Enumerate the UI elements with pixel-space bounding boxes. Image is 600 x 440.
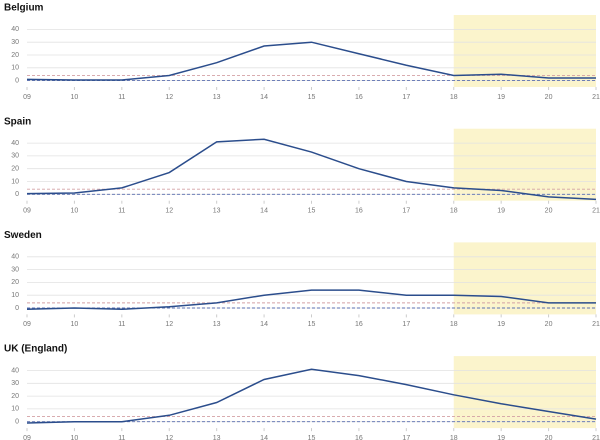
x-tick-label: 15 <box>308 208 316 215</box>
x-tick-label: 14 <box>260 435 268 440</box>
chart-title: UK (England) <box>4 344 67 355</box>
x-tick-label: 16 <box>355 94 363 101</box>
y-tick-label: 30 <box>11 153 19 160</box>
x-tick-label: 12 <box>165 94 173 101</box>
y-tick-label: 30 <box>11 266 19 273</box>
shaded-region <box>453 356 596 429</box>
x-tick-label: 15 <box>308 435 316 440</box>
x-tick-label: 11 <box>118 208 125 215</box>
data-line <box>26 368 597 424</box>
y-tick-label: 0 <box>15 191 19 198</box>
x-tick-label: 12 <box>165 208 173 215</box>
x-tick-label: 11 <box>118 94 125 101</box>
x-tick-label: 09 <box>23 321 31 328</box>
y-tick-label: 40 <box>11 140 19 147</box>
chart-title: Spain <box>4 116 31 127</box>
x-tick-label: 18 <box>450 435 458 440</box>
x-tick-label: 18 <box>450 208 458 215</box>
y-tick-label: 40 <box>11 254 19 261</box>
y-tick-label: 20 <box>11 393 19 400</box>
x-tick-label: 09 <box>23 94 31 101</box>
x-tick-label: 19 <box>497 208 505 215</box>
y-tick-label: 30 <box>11 39 19 46</box>
x-tick-label: 19 <box>497 435 505 440</box>
x-tick-label: 12 <box>165 435 173 440</box>
x-tick-label: 15 <box>308 321 316 328</box>
x-tick-label: 14 <box>260 94 268 101</box>
x-tick-label: 18 <box>450 94 458 101</box>
x-tick-label: 19 <box>497 94 505 101</box>
x-tick-label: 14 <box>260 208 268 215</box>
x-tick-label: 15 <box>308 94 316 101</box>
y-tick-label: 0 <box>15 305 19 312</box>
x-tick-label: 21 <box>592 435 600 440</box>
y-tick-label: 40 <box>11 26 19 33</box>
x-tick-label: 11 <box>118 321 125 328</box>
y-tick-label: 20 <box>11 279 19 286</box>
x-tick-label: 21 <box>592 208 600 215</box>
x-tick-label: 20 <box>545 435 553 440</box>
x-tick-label: 11 <box>118 435 125 440</box>
y-tick-label: 20 <box>11 52 19 59</box>
y-tick-label: 10 <box>11 65 19 72</box>
x-tick-label: 09 <box>23 435 31 440</box>
data-line <box>26 41 596 81</box>
y-tick-label: 30 <box>11 380 19 387</box>
data-line <box>26 289 596 311</box>
x-tick-label: 17 <box>402 435 410 440</box>
x-tick-label: 16 <box>355 321 363 328</box>
x-tick-label: 16 <box>355 435 363 440</box>
x-tick-label: 13 <box>213 208 221 215</box>
data-line <box>26 138 597 201</box>
x-tick-label: 12 <box>165 321 173 328</box>
y-tick-label: 10 <box>11 292 19 299</box>
x-tick-label: 14 <box>260 321 268 328</box>
x-tick-label: 18 <box>450 321 458 328</box>
x-tick-label: 19 <box>497 321 505 328</box>
y-tick-label: 10 <box>11 406 19 413</box>
y-tick-label: 0 <box>15 419 19 426</box>
y-tick-label: 40 <box>11 367 19 374</box>
y-tick-label: 20 <box>11 166 19 173</box>
x-tick-label: 16 <box>355 208 363 215</box>
x-tick-label: 21 <box>592 94 600 101</box>
x-tick-label: 20 <box>545 208 553 215</box>
y-tick-label: 10 <box>11 178 19 185</box>
x-tick-label: 09 <box>23 208 31 215</box>
y-tick-label: 0 <box>15 77 19 84</box>
x-tick-label: 13 <box>213 321 221 328</box>
x-tick-label: 20 <box>545 321 553 328</box>
chart-title: Sweden <box>4 230 42 241</box>
x-tick-label: 10 <box>71 94 79 101</box>
x-tick-label: 21 <box>592 321 600 328</box>
shaded-region <box>453 128 596 201</box>
x-tick-label: 13 <box>213 435 221 440</box>
x-tick-label: 17 <box>402 208 410 215</box>
x-tick-label: 17 <box>402 321 410 328</box>
x-tick-label: 20 <box>545 94 553 101</box>
x-tick-label: 10 <box>71 208 79 215</box>
x-tick-label: 10 <box>71 321 79 328</box>
chart-title: Belgium <box>4 3 44 14</box>
x-tick-label: 10 <box>71 435 79 440</box>
x-tick-label: 13 <box>213 94 221 101</box>
x-tick-label: 17 <box>402 94 410 101</box>
